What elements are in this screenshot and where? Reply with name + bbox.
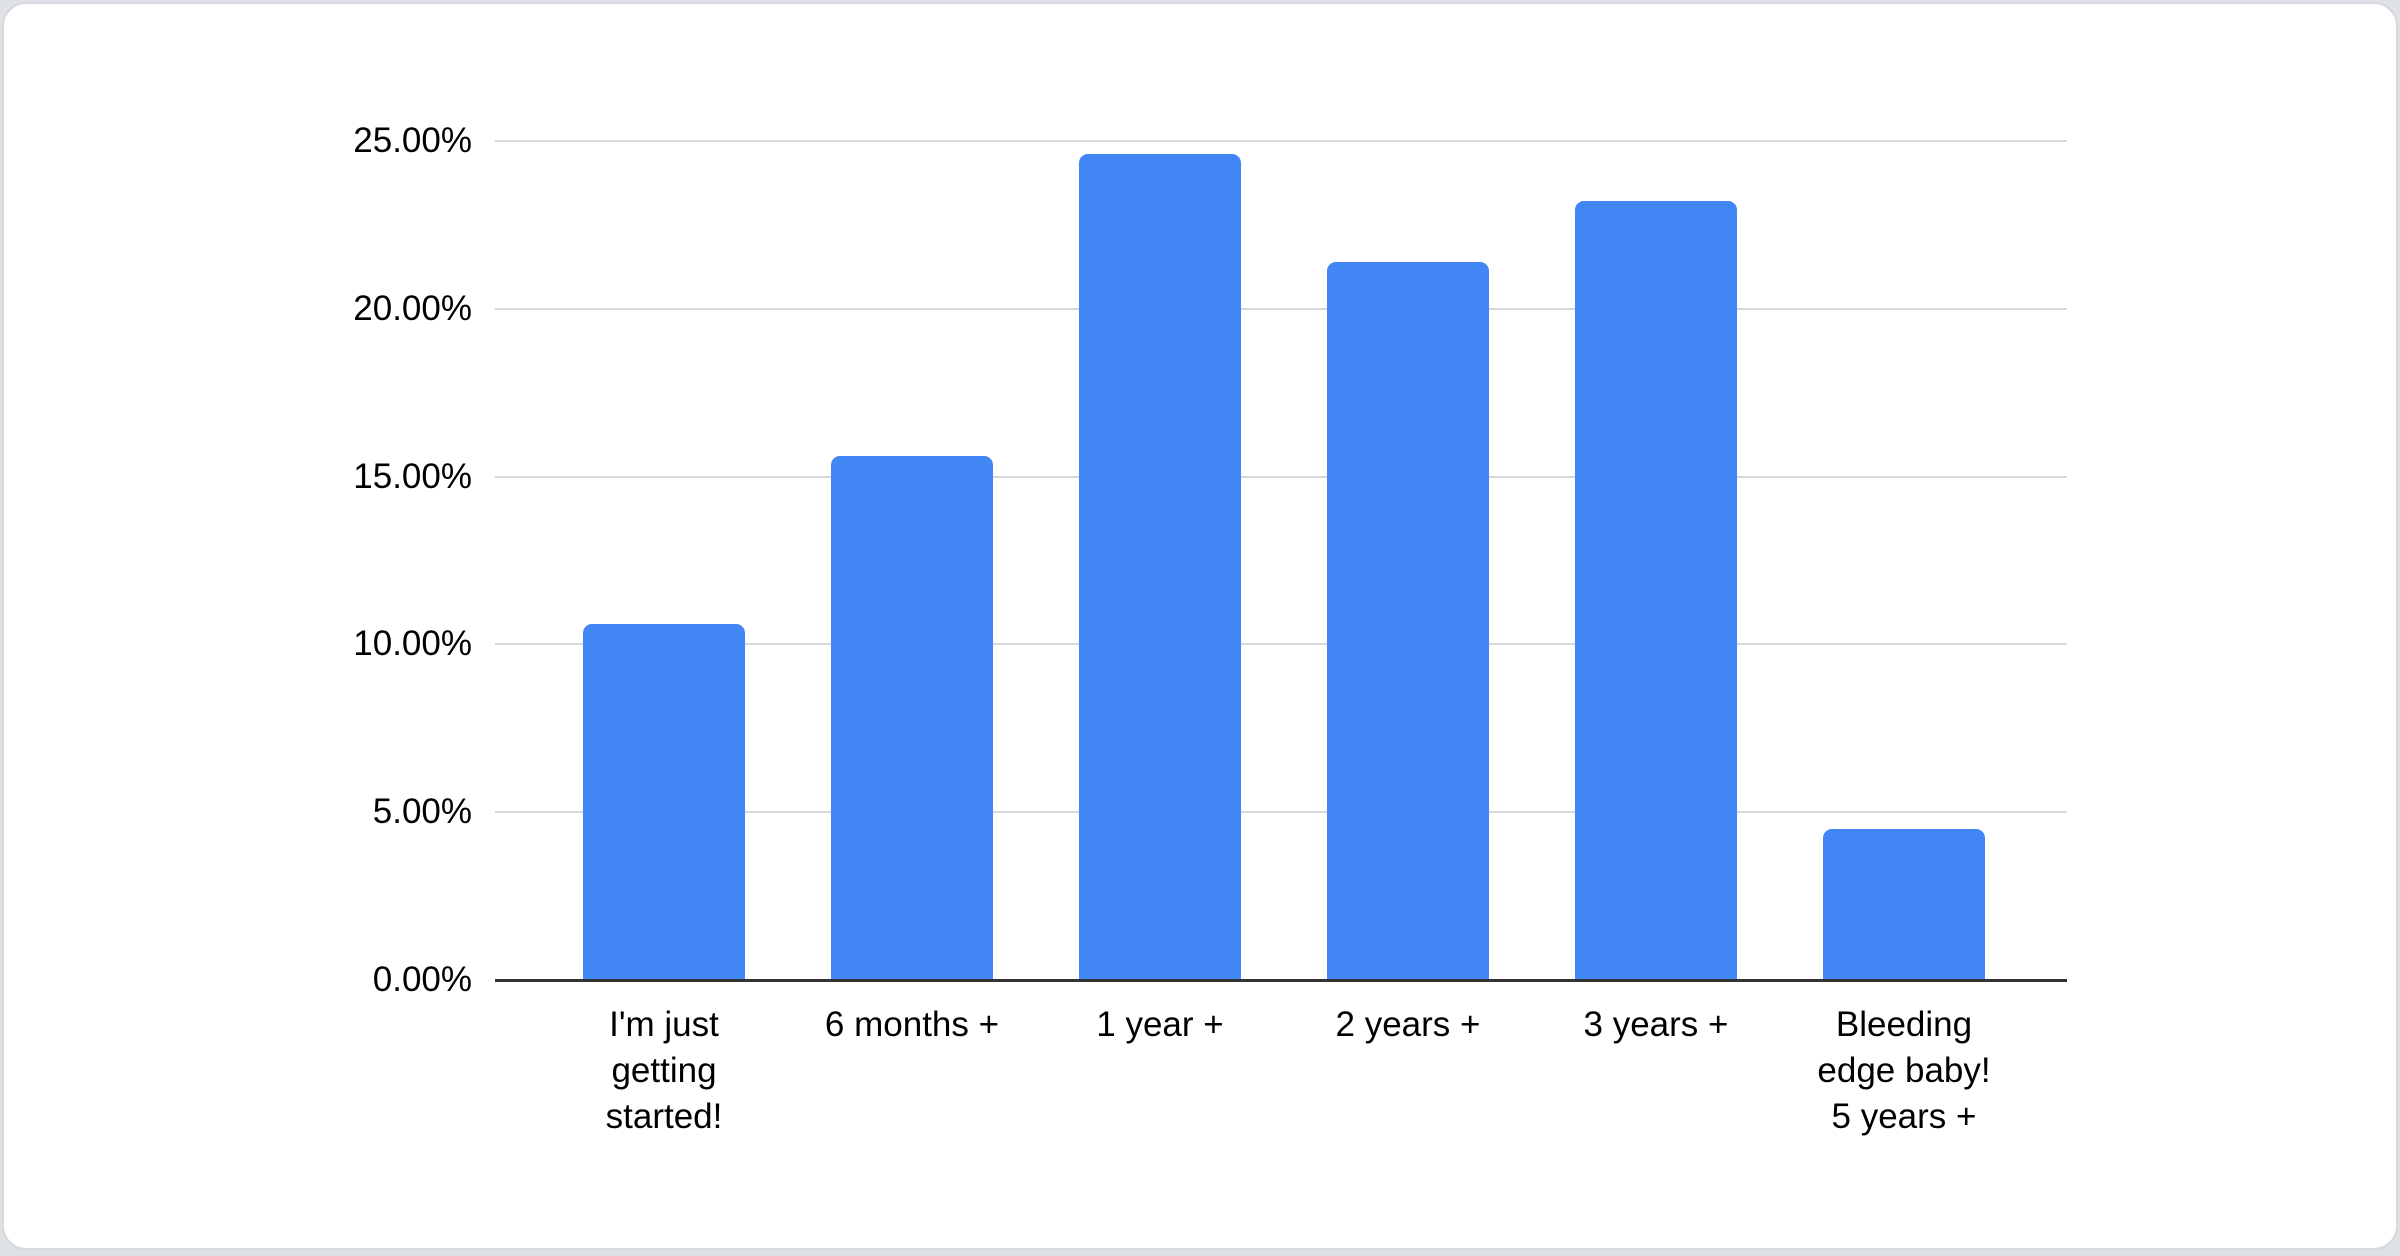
y-gridline	[495, 811, 2067, 814]
bar	[1575, 201, 1737, 980]
y-tick-label: 25.00%	[353, 121, 472, 160]
x-tick-label: I'm just getting started!	[605, 1005, 723, 1136]
y-tick-label: 10.00%	[353, 624, 472, 664]
y-tick-label: 15.00%	[353, 456, 472, 496]
bar	[831, 456, 993, 980]
x-axis-line	[495, 979, 2067, 982]
y-tick-label: 0.00%	[372, 960, 472, 999]
x-tick-label: 6 months +	[824, 1005, 1000, 1044]
y-tick-label: 5.00%	[372, 792, 472, 832]
x-tick-label: 2 years +	[1335, 1005, 1481, 1044]
bar	[1327, 261, 1489, 980]
x-tick-label: Bleeding edge baby! 5 years +	[1817, 1005, 1991, 1136]
y-tick-label: 20.00%	[353, 288, 472, 328]
y-gridline	[495, 307, 2067, 310]
y-gridline	[495, 643, 2067, 646]
y-gridline	[495, 140, 2067, 142]
bar	[583, 624, 745, 980]
x-tick-label: 3 years +	[1583, 1005, 1729, 1044]
x-tick-label: 1 year +	[1096, 1005, 1224, 1044]
y-gridline	[495, 475, 2067, 478]
bar	[1823, 828, 1985, 980]
bar	[1079, 154, 1241, 980]
